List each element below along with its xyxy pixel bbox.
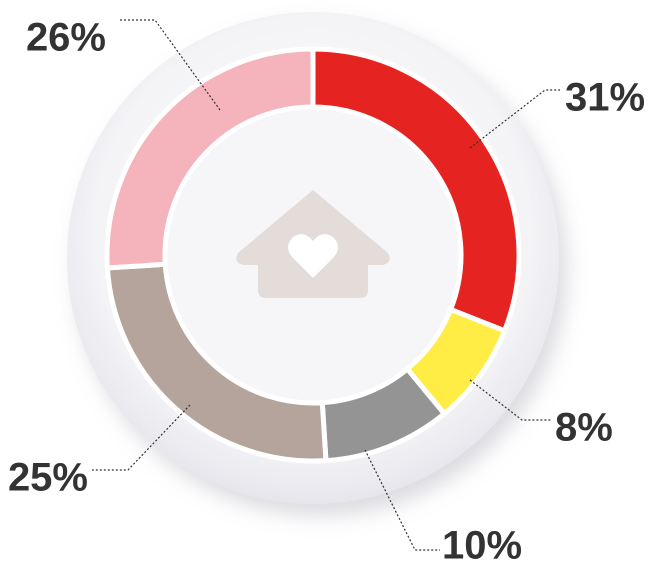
- leader-line: [118, 19, 221, 111]
- value-label: 10%: [442, 524, 522, 568]
- value-label: 25%: [8, 456, 88, 500]
- donut-segment: [104, 261, 329, 464]
- donut-segment: [310, 46, 522, 335]
- value-label: 26%: [26, 16, 106, 60]
- home-icon: [236, 190, 390, 298]
- donut-segment: [104, 46, 316, 271]
- value-label: 31%: [565, 76, 645, 120]
- leader-line: [469, 379, 552, 421]
- leader-line: [364, 449, 440, 551]
- leader-line: [92, 404, 191, 471]
- value-label: 8%: [555, 406, 613, 450]
- leader-line: [469, 89, 560, 149]
